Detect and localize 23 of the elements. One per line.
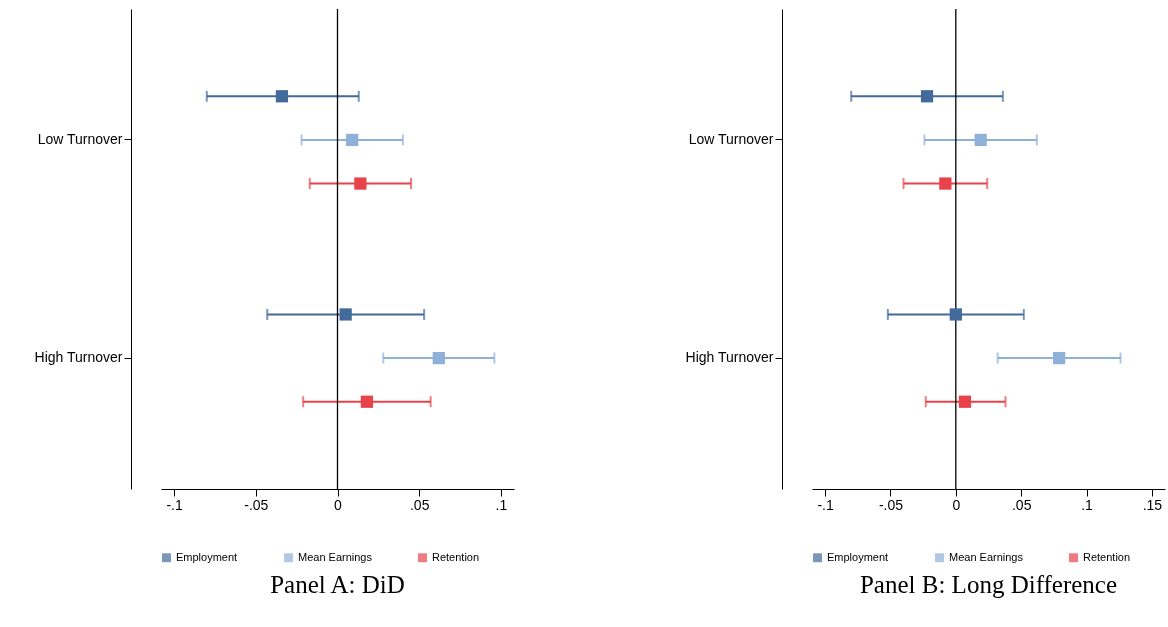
legend-label: Employment — [827, 550, 889, 563]
legend-label: Mean Earnings — [298, 550, 373, 563]
x-tick-label: .05 — [1011, 496, 1032, 513]
x-tick-label: .15 — [1142, 496, 1163, 513]
y-tick-label: Low Turnover — [688, 130, 774, 147]
text: Panel B: Long Difference — [859, 571, 1118, 598]
legend-label: Mean Earnings — [949, 550, 1024, 563]
x-tick-label: .05 — [409, 496, 430, 513]
x-tick-label: -.1 — [817, 496, 834, 513]
legend-label: Retention — [432, 550, 480, 563]
x-tick-label: -.05 — [244, 496, 269, 513]
text: Panel A: DiD — [270, 571, 405, 598]
y-tick-label: Low Turnover — [37, 130, 123, 147]
legend-label: Retention — [1083, 550, 1131, 563]
x-tick-label: 0 — [952, 496, 961, 513]
x-tick-label: -.05 — [878, 496, 904, 513]
x-tick-label: -.1 — [166, 496, 183, 513]
legend-label: Employment — [176, 550, 238, 563]
y-tick-label: High Turnover — [685, 349, 774, 366]
y-tick-label: High Turnover — [34, 349, 123, 366]
x-tick-label: .1 — [495, 496, 508, 513]
x-tick-label: 0 — [334, 496, 343, 513]
x-tick-label: .1 — [1081, 496, 1094, 513]
